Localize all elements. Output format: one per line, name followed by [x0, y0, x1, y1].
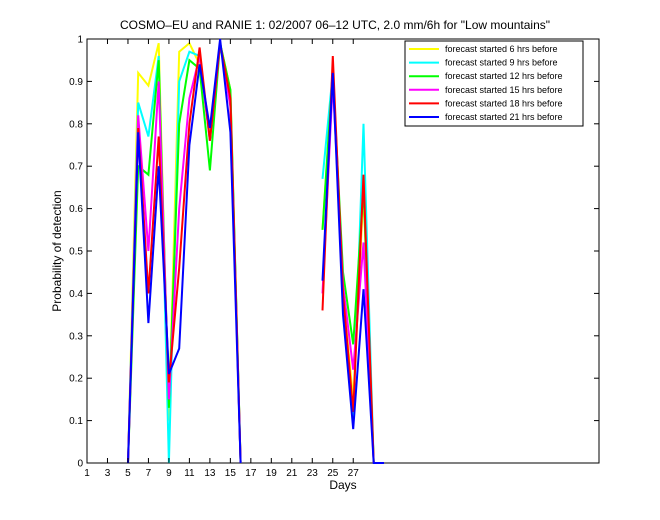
series-line-5-segment-0	[127, 38, 242, 464]
x-axis-label: Days	[329, 478, 356, 492]
x-tick-label: 7	[146, 468, 152, 479]
legend-label: forecast started 15 hrs before	[445, 85, 563, 95]
legend-item[interactable]: forecast started 18 hrs before	[409, 98, 563, 108]
x-tick-label: 17	[245, 468, 257, 479]
legend-item[interactable]: forecast started 21 hrs before	[409, 112, 563, 122]
legend-label: forecast started 6 hrs before	[445, 44, 558, 54]
y-tick-label: 1	[77, 35, 83, 46]
y-tick-label: 0.3	[69, 331, 83, 342]
x-tick-label: 13	[204, 468, 216, 479]
legend-item[interactable]: forecast started 9 hrs before	[409, 58, 558, 68]
legend[interactable]: forecast started 6 hrs before forecast st…	[404, 40, 584, 127]
x-tick-label: 27	[348, 468, 360, 479]
x-tick-label: 5	[125, 468, 131, 479]
x-tick-label: 19	[266, 468, 278, 479]
y-tick-label: 0.4	[69, 289, 83, 300]
legend-label: forecast started 21 hrs before	[445, 112, 563, 122]
y-axis-label: Probability of detection	[50, 190, 64, 311]
y-tick-label: 0.9	[69, 77, 83, 88]
legend-label: forecast started 18 hrs before	[445, 98, 563, 108]
legend-item[interactable]: forecast started 12 hrs before	[409, 71, 563, 81]
x-tick-label: 25	[327, 468, 339, 479]
y-tick-label: 0.5	[69, 247, 83, 258]
legend-item[interactable]: forecast started 6 hrs before	[409, 44, 558, 54]
x-tick-label: 1	[84, 468, 90, 479]
legend-label: forecast started 9 hrs before	[445, 58, 558, 68]
series-line-5-segment-1	[321, 72, 384, 464]
y-tick-label: 0.8	[69, 119, 83, 130]
y-tick-label: 0.1	[69, 416, 83, 427]
y-tick-label: 0.7	[69, 162, 83, 173]
x-tick-label: 11	[184, 468, 195, 479]
x-axis-ticks: 1 3 5 7 9 11 13 15 17 19 21 23 25 27	[84, 39, 359, 479]
x-tick-label: 9	[166, 468, 172, 479]
y-tick-label: 0.6	[69, 204, 83, 215]
legend-label: forecast started 12 hrs before	[445, 71, 563, 81]
y-axis-ticks: 0 0.1 0.2 0.3 0.4 0.5 0.6 0.7 0.8 0.9 1	[69, 35, 599, 470]
x-tick-label: 15	[225, 468, 237, 479]
x-tick-label: 23	[307, 468, 319, 479]
y-tick-label: 0.2	[69, 374, 83, 385]
y-tick-label: 0	[77, 459, 83, 470]
legend-item[interactable]: forecast started 15 hrs before	[409, 85, 563, 95]
x-tick-label: 3	[105, 468, 111, 479]
series-layer	[127, 38, 384, 464]
x-tick-label: 21	[286, 468, 298, 479]
legend-box	[404, 40, 584, 127]
chart-title: COSMO–EU and RANIE 1: 02/2007 06–12 UTC,…	[120, 18, 550, 32]
